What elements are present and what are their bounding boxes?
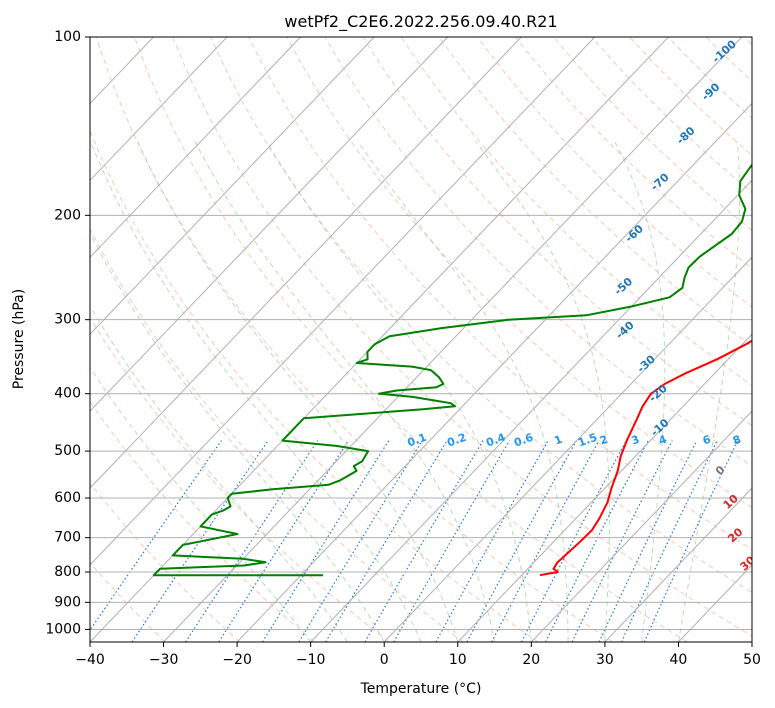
mixing-ratio-line: [131, 440, 269, 642]
grid: [90, 37, 752, 642]
x-axis-label: Temperature (°C): [360, 681, 482, 697]
mixing-ratio-label: 6: [701, 433, 713, 448]
mixing-ratio-label: 0.4: [484, 431, 507, 450]
mixing-ratio-line: [185, 440, 319, 642]
mixing-ratio-label: 1.5: [576, 431, 599, 450]
mixing-ratio-line: [571, 440, 673, 642]
mixing-ratio-line: [218, 440, 350, 642]
y-tick-label: 600: [54, 490, 81, 506]
isotherm-line: [90, 37, 669, 642]
mixing-ratio-label: 2: [598, 433, 610, 448]
x-tick-label: −40: [75, 652, 105, 668]
isotherm-line: [163, 37, 743, 642]
mixing-ratio-line: [90, 440, 222, 632]
mixing-ratio-label: 8: [731, 433, 743, 448]
x-tick-label: −30: [149, 652, 179, 668]
isotherm-line: [457, 333, 752, 642]
isotherm-line: [530, 410, 752, 642]
x-tick-label: −10: [296, 652, 326, 668]
mixing-ratio-line: [325, 440, 448, 642]
y-tick-label: 200: [54, 207, 81, 223]
dry-adiabat-line: [400, 37, 752, 387]
isotherm-line: [90, 37, 596, 566]
x-tick-label: 0: [380, 652, 389, 668]
moist-adiabat-label: 40: [749, 583, 769, 603]
isotherm-line: [90, 37, 375, 335]
x-axis: −40 −30 −20 −10 0 10 20 30 40 50: [75, 642, 761, 668]
isotherm-line: [90, 37, 301, 259]
y-tick-label: 400: [54, 386, 81, 402]
y-tick-label: 1000: [45, 621, 81, 637]
mixing-ratio-line: [364, 440, 484, 642]
x-tick-label: 50: [743, 652, 761, 668]
mixing-ratio-label: 3: [630, 433, 642, 448]
dry-adiabat-line: [286, 37, 752, 509]
y-tick-label: 800: [54, 564, 81, 580]
x-tick-label: −20: [222, 652, 252, 668]
y-tick-label: 900: [54, 594, 81, 610]
dry-adiabat-line: [90, 316, 390, 642]
x-tick-label: 30: [596, 652, 614, 668]
dewpoint-profile-line: [152, 163, 752, 577]
y-tick-label: 500: [54, 443, 81, 459]
mixing-ratio-label: 0.1: [406, 431, 429, 450]
y-tick-label: 100: [54, 29, 81, 45]
x-tick-label: 20: [522, 652, 540, 668]
isotherm-line: [310, 179, 752, 642]
dry-adiabat-line: [438, 37, 752, 347]
x-tick-label: 10: [449, 652, 467, 668]
mixing-ratio-label: 10: [750, 431, 769, 449]
y-tick-label: 300: [54, 312, 81, 328]
isotherm-line: [90, 37, 522, 489]
mixing-ratio-label: 0.2: [445, 431, 468, 450]
mixing-ratio-line: [466, 440, 578, 642]
isotherm-line: [236, 102, 752, 642]
y-axis: 100 200 300 400 500 600 700 800 900 1000: [45, 29, 90, 637]
dry-adiabat-line: [90, 129, 539, 642]
isotherm-line: [90, 37, 449, 412]
isotherm-line: [383, 256, 752, 642]
chart-title: wetPf2_C2E6.2022.256.09.40.R21: [284, 12, 557, 32]
temperature-profile-line: [539, 339, 752, 577]
dry-adiabat-line: [95, 37, 613, 642]
profiles: [152, 163, 752, 577]
mixing-ratio-line: [261, 440, 390, 642]
mixing-ratio-label: 4: [657, 433, 669, 448]
plot-frame: [89, 36, 753, 643]
mixing-ratio-line: [298, 440, 423, 642]
isotherm-line: [90, 37, 228, 182]
y-axis-label: Pressure (hPa): [11, 289, 27, 389]
y-tick-label: 700: [54, 530, 81, 546]
mixing-ratio-label: 0.6: [512, 431, 535, 450]
mixing-ratio-line: [435, 440, 549, 642]
x-tick-label: 40: [669, 652, 687, 668]
dry-adiabat-line: [248, 37, 752, 551]
dry-adiabat-line: [90, 401, 315, 642]
mixing-ratio-label: 1: [552, 433, 564, 448]
mixing-ratio-line: [643, 440, 739, 642]
isotherm-line: [604, 487, 752, 642]
